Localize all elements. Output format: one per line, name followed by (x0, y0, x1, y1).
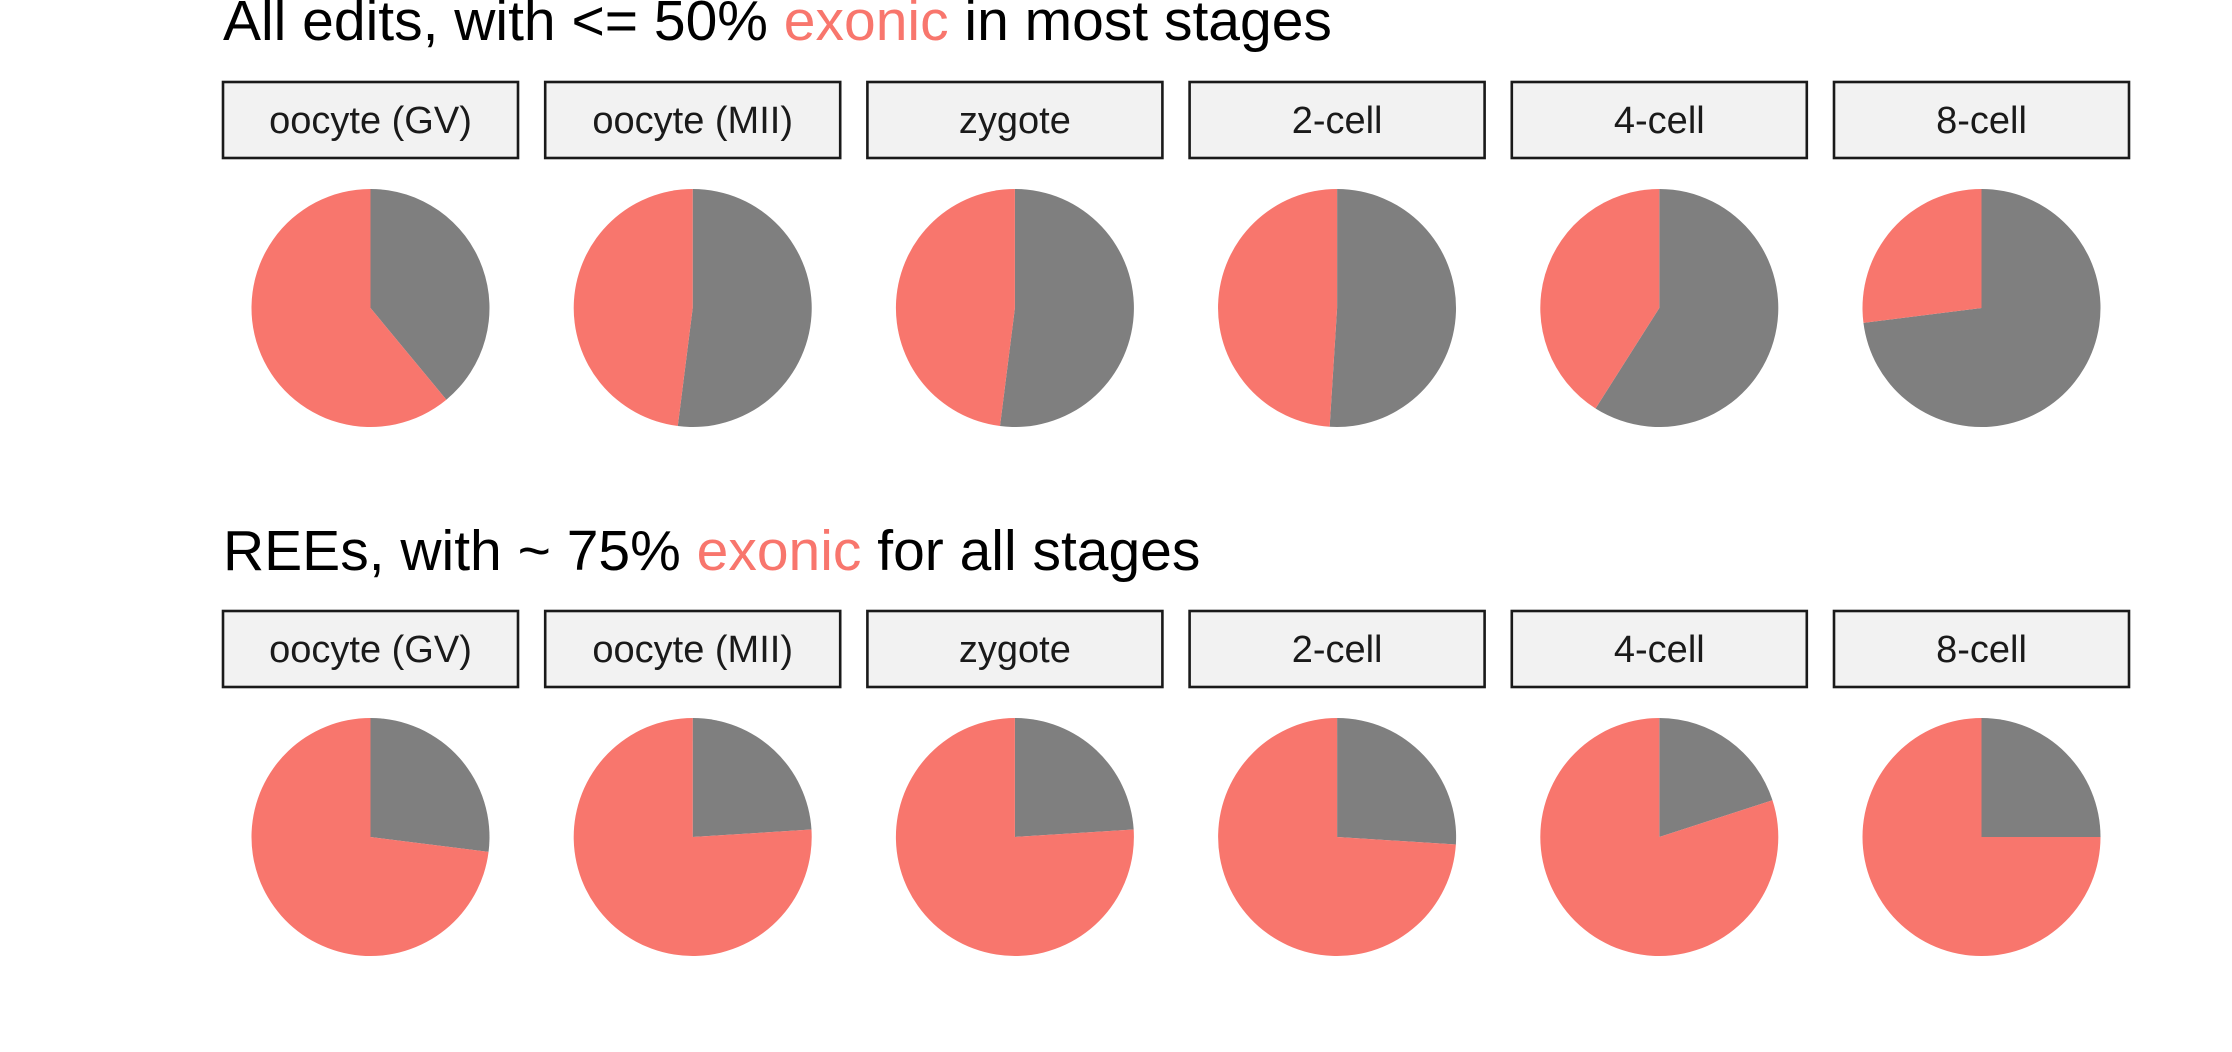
pie-slice-exonic (573, 718, 812, 957)
pie-slice-exonic (1218, 718, 1456, 957)
facet: 2-cell (1188, 609, 1486, 957)
panel-rees: REEs, with ~ 75% exonic for all stages o… (221, 519, 2131, 957)
pie-slice-other (1329, 189, 1457, 427)
panel-title: All edits, with <= 50% exonic in most st… (223, 0, 1332, 53)
pie-slice-exonic (573, 189, 693, 427)
pie-slice-other (692, 718, 812, 837)
pie-slice-exonic (1862, 189, 1982, 323)
pie-slice-other (1014, 718, 1134, 837)
strip-background (221, 80, 520, 160)
pie-slice-other (370, 189, 490, 400)
pie-slice-other (999, 189, 1134, 427)
strip-label: 2-cell (1292, 629, 1383, 671)
title-suffix: for all stages (861, 519, 1200, 583)
pie-slice-exonic (1218, 188, 1338, 427)
facet: oocyte (MII) (543, 80, 842, 427)
pie-slice-exonic (251, 189, 447, 427)
pie-slice-exonic (251, 718, 489, 956)
facet: 4-cell (1510, 80, 1809, 427)
strip-label: oocyte (MII) (592, 100, 793, 142)
strip-background (866, 80, 1164, 160)
strip-background (866, 609, 1164, 689)
pie-slice-exonic (1540, 189, 1660, 409)
facet: 4-cell (1510, 609, 1809, 957)
pie-slice-exonic (1540, 718, 1779, 957)
strip-label: oocyte (MII) (592, 629, 793, 671)
panel-title: REEs, with ~ 75% exonic for all stages (223, 519, 1200, 583)
pie-slice-other (1595, 189, 1779, 427)
facet: 8-cell (1832, 609, 2131, 956)
title-prefix: All edits, with <= 50% (223, 0, 784, 53)
facet: oocyte (GV) (221, 80, 520, 427)
pie-slice-exonic (1862, 718, 2101, 956)
pie-slice-other (370, 718, 490, 852)
strip-background (543, 80, 842, 160)
facet: 2-cell (1188, 80, 1486, 427)
strip-background (221, 609, 520, 689)
pie-slice-other (1981, 718, 2101, 837)
strip-background (1832, 80, 2131, 160)
facet: oocyte (MII) (543, 609, 842, 957)
pie-slice-exonic (895, 189, 1015, 427)
strip-background (1188, 609, 1486, 689)
pie-slice-exonic (895, 718, 1134, 957)
strip-label: oocyte (GV) (269, 629, 472, 671)
title-highlight: exonic (784, 0, 949, 53)
facet: zygote (866, 609, 1164, 957)
strip-label: 8-cell (1936, 629, 2027, 671)
title-prefix: REEs, with ~ 75% (223, 519, 697, 583)
facet: zygote (866, 80, 1164, 427)
strip-background (1510, 80, 1809, 160)
facet: oocyte (GV) (221, 609, 520, 956)
strip-background (543, 609, 842, 689)
title-suffix: in most stages (949, 0, 1332, 53)
title-highlight: exonic (697, 519, 862, 583)
strip-label: oocyte (GV) (269, 100, 472, 142)
pie-slice-other (1337, 717, 1457, 845)
strip-background (1832, 609, 2131, 689)
pie-slice-other (677, 189, 812, 427)
strip-background (1188, 80, 1486, 160)
strip-label: 4-cell (1614, 100, 1705, 142)
pie-slice-other (1659, 717, 1773, 837)
facet: 8-cell (1832, 80, 2131, 427)
facet-row: oocyte (GV) oocyte (MII) zygote 2-cell 4-cel… (221, 80, 2131, 427)
panel-all-edits: All edits, with <= 50% exonic in most st… (221, 0, 2131, 427)
strip-label: 4-cell (1614, 629, 1705, 671)
strip-label: zygote (959, 629, 1071, 671)
strip-background (1510, 609, 1809, 689)
facet-row: oocyte (GV) oocyte (MII) zygote 2-cell 4-cel… (221, 609, 2131, 957)
strip-label: 2-cell (1292, 100, 1383, 142)
strip-label: 8-cell (1936, 100, 2027, 142)
strip-label: zygote (959, 100, 1071, 142)
pie-slice-other (1863, 189, 2101, 427)
